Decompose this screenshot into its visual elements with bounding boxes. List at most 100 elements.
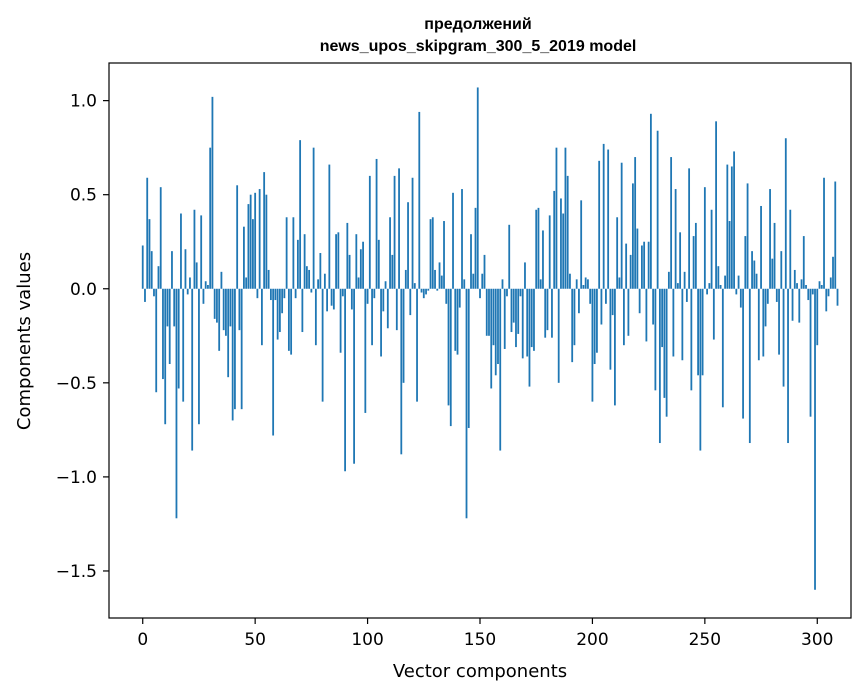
bar-304 bbox=[825, 288, 828, 312]
bar-24 bbox=[195, 262, 198, 289]
y-tick-label: 1.0 bbox=[70, 92, 97, 112]
bar-298 bbox=[811, 288, 814, 295]
bar-42 bbox=[236, 185, 239, 289]
bar-167 bbox=[517, 288, 520, 334]
bar-172 bbox=[528, 288, 531, 387]
bar-71 bbox=[301, 288, 304, 333]
bar-144 bbox=[465, 288, 468, 519]
y-axis-ticks: 1.0 0.5 0.0 −0.5 −1.0 −1.5 bbox=[56, 92, 109, 582]
bar-53 bbox=[261, 288, 263, 346]
bar-243 bbox=[688, 168, 691, 289]
bar-149 bbox=[476, 87, 479, 289]
bar-284 bbox=[780, 251, 783, 289]
bar-124 bbox=[420, 288, 423, 293]
bar-238 bbox=[676, 283, 679, 289]
bar-96 bbox=[357, 277, 360, 289]
y-tick-label: −1.0 bbox=[56, 468, 97, 488]
bar-131 bbox=[436, 288, 439, 291]
bar-223 bbox=[643, 241, 646, 289]
bar-226 bbox=[649, 113, 652, 289]
bar-300 bbox=[816, 288, 819, 346]
bar-38 bbox=[227, 288, 230, 378]
bar-112 bbox=[393, 175, 396, 289]
bar-231 bbox=[661, 288, 664, 348]
bar-72 bbox=[303, 234, 306, 289]
bar-134 bbox=[443, 221, 445, 289]
bar-164 bbox=[510, 288, 513, 333]
bar-40 bbox=[231, 288, 234, 421]
bar-182 bbox=[551, 288, 553, 338]
bar-203 bbox=[598, 160, 601, 289]
bar-119 bbox=[409, 288, 412, 316]
bar-25 bbox=[198, 288, 200, 425]
bar-177 bbox=[539, 279, 542, 289]
bar-23 bbox=[193, 209, 196, 289]
bar-141 bbox=[458, 288, 461, 308]
y-tick-label: −0.5 bbox=[56, 374, 97, 394]
bar-239 bbox=[679, 232, 682, 289]
bar-78 bbox=[317, 279, 320, 289]
bar-51 bbox=[256, 288, 259, 299]
bar-265 bbox=[737, 275, 740, 289]
bar-212 bbox=[618, 277, 621, 289]
bar-236 bbox=[672, 288, 675, 357]
bar-207 bbox=[607, 149, 610, 289]
bar-187 bbox=[562, 213, 565, 289]
bar-170 bbox=[524, 262, 526, 289]
bar-54 bbox=[263, 172, 266, 289]
bar-107 bbox=[382, 288, 385, 312]
bar-193 bbox=[575, 279, 578, 289]
bar-139 bbox=[454, 288, 457, 351]
bar-26 bbox=[200, 215, 203, 289]
bar-173 bbox=[530, 288, 533, 348]
bar-237 bbox=[674, 189, 677, 289]
bar-272 bbox=[753, 260, 756, 289]
bar-306 bbox=[829, 277, 832, 289]
bar-129 bbox=[431, 217, 434, 289]
bar-64 bbox=[285, 217, 288, 289]
bar-287 bbox=[787, 288, 789, 444]
bar-277 bbox=[764, 288, 767, 327]
bar-228 bbox=[654, 288, 657, 391]
bar-62 bbox=[281, 288, 284, 314]
bar-65 bbox=[287, 288, 290, 351]
bar-165 bbox=[512, 288, 515, 323]
bar-286 bbox=[784, 138, 787, 289]
bar-114 bbox=[398, 168, 400, 289]
bar-17 bbox=[180, 213, 182, 289]
bars-group bbox=[141, 87, 839, 590]
bar-28 bbox=[204, 281, 207, 289]
bar-108 bbox=[384, 281, 387, 289]
bar-111 bbox=[391, 254, 394, 289]
bar-6 bbox=[155, 288, 158, 393]
bar-235 bbox=[670, 157, 673, 289]
bar-67 bbox=[292, 217, 295, 289]
x-tick-label: 300 bbox=[801, 630, 833, 650]
bar-290 bbox=[793, 269, 796, 289]
bar-198 bbox=[587, 279, 589, 289]
bar-98 bbox=[362, 241, 364, 289]
bar-15 bbox=[175, 288, 178, 519]
bar-255 bbox=[715, 121, 717, 289]
bar-202 bbox=[596, 288, 598, 353]
plot-frame bbox=[108, 62, 852, 619]
bar-41 bbox=[234, 288, 236, 410]
bar-205 bbox=[602, 143, 605, 289]
bar-224 bbox=[645, 288, 648, 342]
bar-244 bbox=[690, 288, 693, 391]
bar-191 bbox=[571, 288, 574, 363]
bar-10 bbox=[164, 288, 167, 425]
bar-79 bbox=[319, 253, 322, 289]
bar-160 bbox=[501, 279, 504, 289]
bar-37 bbox=[225, 288, 227, 336]
bar-301 bbox=[818, 281, 821, 289]
bar-2 bbox=[146, 177, 149, 289]
bar-253 bbox=[710, 209, 713, 289]
bar-91 bbox=[346, 222, 349, 289]
bar-213 bbox=[620, 162, 623, 289]
bar-233 bbox=[665, 288, 668, 417]
bar-77 bbox=[314, 288, 317, 346]
bar-130 bbox=[434, 269, 436, 289]
bar-8 bbox=[159, 187, 162, 289]
bar-154 bbox=[488, 288, 490, 336]
